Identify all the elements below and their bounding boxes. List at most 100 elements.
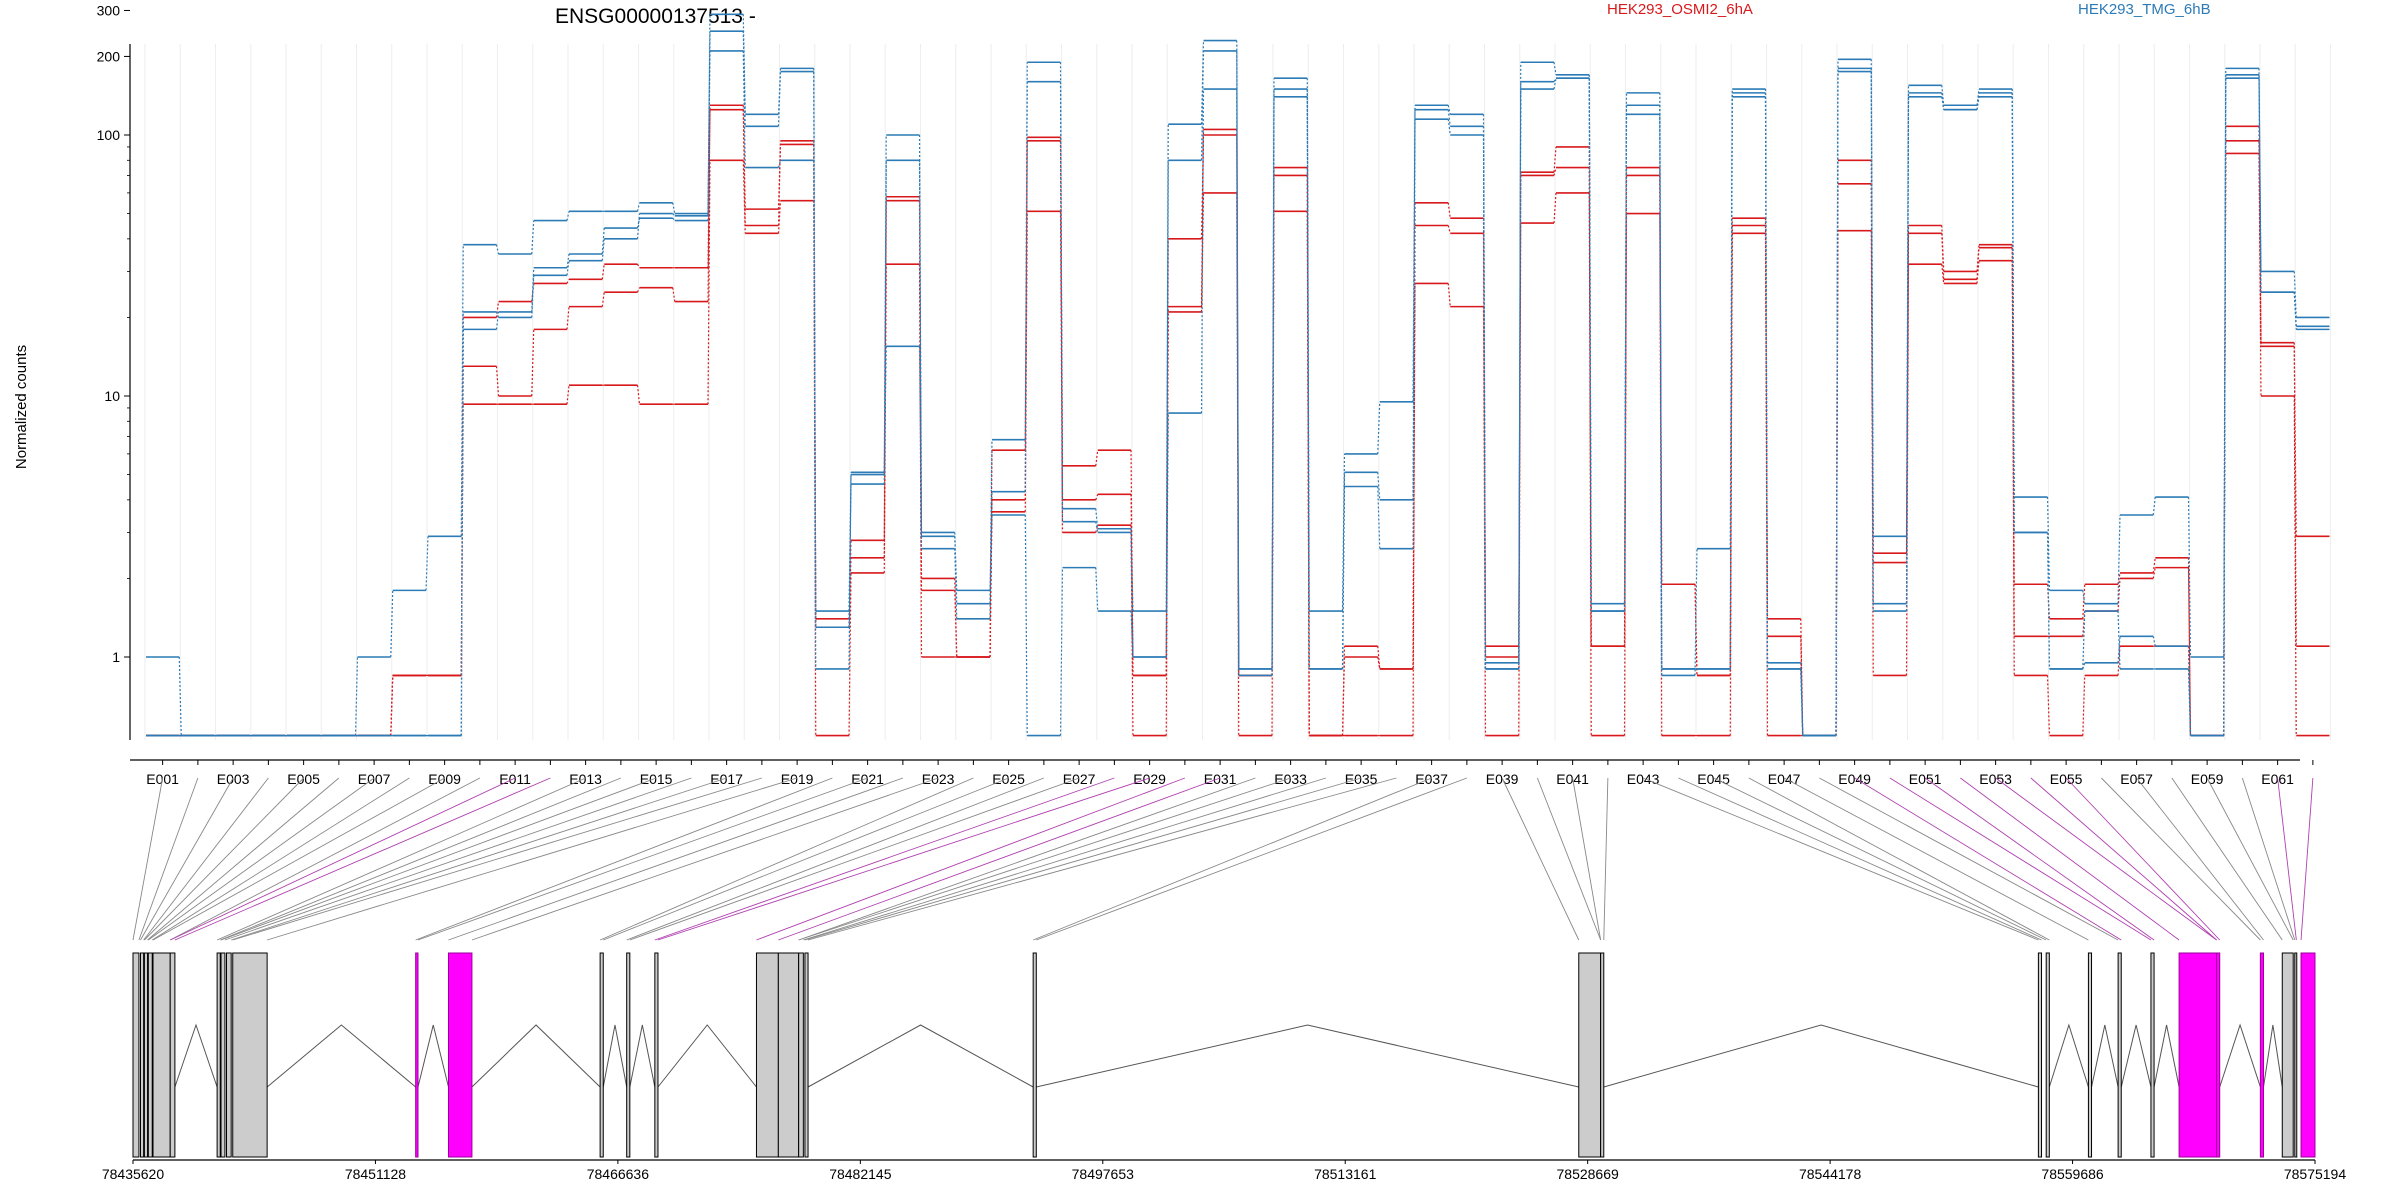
coordinate-tick-label: 78466636 [587, 1166, 650, 1182]
series-connector [1377, 401, 1381, 454]
intron-line [174, 1023, 218, 1088]
series-connector [1095, 521, 1099, 533]
series-connector [1553, 77, 1557, 83]
series-connector [1588, 192, 1592, 736]
exon-connector-line [1783, 777, 2089, 941]
series-connector [742, 14, 746, 115]
series-connector [1095, 524, 1099, 533]
series-connector [601, 292, 605, 307]
series-connector [742, 160, 746, 234]
series-connector [2011, 96, 2015, 533]
exon-connector-line [1995, 777, 2217, 941]
series-connector [2117, 611, 2121, 669]
exon-tick-label: E033 [1274, 771, 1307, 787]
series-connector [1588, 78, 1592, 612]
exon-tick-label: E053 [1979, 771, 2012, 787]
exon-tick-label: E017 [710, 771, 743, 787]
series-connector [989, 450, 993, 658]
exon-connector-line [2277, 777, 2297, 941]
exon-connector-line [138, 777, 199, 941]
exon-box [225, 952, 232, 1158]
series-connector [1447, 109, 1451, 127]
series-connector [2117, 578, 2121, 612]
intron-line [2263, 1024, 2283, 1088]
series-connector [1095, 567, 1099, 612]
exon-connector-line [224, 777, 692, 941]
series-connector [777, 200, 782, 234]
series-connector [1518, 62, 1522, 663]
series-connector [1024, 514, 1028, 736]
alt-exon-box [2300, 952, 2316, 1158]
series-connector [636, 385, 641, 405]
exon-connector-line [1572, 777, 1602, 941]
coordinate-tick-label: 78451128 [345, 1166, 406, 1182]
series-connector [1306, 96, 1310, 669]
exon-connector-line [151, 777, 410, 941]
exon-tick-label: E011 [499, 771, 531, 787]
y-axis-label: Normalized counts [13, 345, 30, 469]
exon-connector-line [1642, 777, 2039, 941]
exon-box [2087, 952, 2093, 1158]
series-6 [146, 50, 2330, 737]
exon-connector-line [1036, 777, 1468, 941]
exon-connector-line [216, 777, 586, 941]
exon-box [599, 952, 604, 1158]
series-connector [2117, 514, 2121, 604]
series-connector [777, 160, 782, 168]
coordinate-tick-label: 78575194 [2284, 1166, 2347, 1182]
series-connector [1447, 119, 1451, 136]
intron-line [417, 1024, 449, 1088]
intron-line [807, 1024, 1034, 1088]
series-connector [1095, 508, 1099, 529]
exon-box [2150, 952, 2155, 1158]
series-connector [390, 590, 394, 658]
series-connector [1941, 264, 1945, 284]
exon-box [2037, 952, 2043, 1158]
exon-connector-line [1603, 777, 1609, 941]
exon-connector-line [807, 777, 1397, 941]
series-connector [1165, 311, 1169, 736]
series-connector [2187, 497, 2192, 658]
exon-tick-label: E021 [851, 771, 884, 787]
exon-tick-label: E035 [1345, 771, 1378, 787]
coordinate-tick-label: 78544178 [1799, 1166, 1862, 1182]
series-connector [531, 275, 535, 318]
series-connector [1553, 146, 1557, 173]
intron-line [1603, 1024, 2039, 1088]
series-layer [146, 13, 2330, 737]
alt-exon-box [2259, 952, 2265, 1158]
exon-connector-line [132, 777, 164, 941]
exon-connector-line [1819, 777, 2119, 941]
exon-connector-line [798, 777, 1256, 941]
exon-box [147, 952, 153, 1158]
series-connector [1518, 89, 1522, 669]
exon-connector-line [2101, 777, 2261, 941]
series-connector [989, 491, 993, 619]
series-connector [1870, 68, 1874, 604]
intron-line [471, 1024, 601, 1088]
exon-box [1032, 952, 1037, 1158]
series-connector [1024, 81, 1028, 492]
series-connector [2082, 584, 2086, 619]
series-connector [601, 228, 605, 255]
exon-box [140, 952, 145, 1158]
series-connector [1271, 96, 1275, 669]
exon-connector-line [2241, 777, 2296, 941]
series-connector [883, 264, 887, 573]
exon-connector-line [1924, 777, 2155, 941]
exon-connector-line [2171, 777, 2283, 941]
exon-connector-line [231, 777, 727, 941]
series-connector [1764, 96, 1769, 669]
exon-connector-line [1536, 777, 1602, 941]
exon-connector-line [143, 777, 269, 941]
series-connector [672, 202, 676, 214]
series-connector [1341, 486, 1346, 669]
exon-connector-line [147, 777, 340, 941]
exon-box [220, 952, 226, 1158]
y-tick-label: 10 [104, 388, 120, 404]
series-connector [989, 514, 993, 591]
series-connector [2046, 497, 2051, 591]
series-connector [601, 264, 605, 280]
exon-box [755, 952, 779, 1158]
